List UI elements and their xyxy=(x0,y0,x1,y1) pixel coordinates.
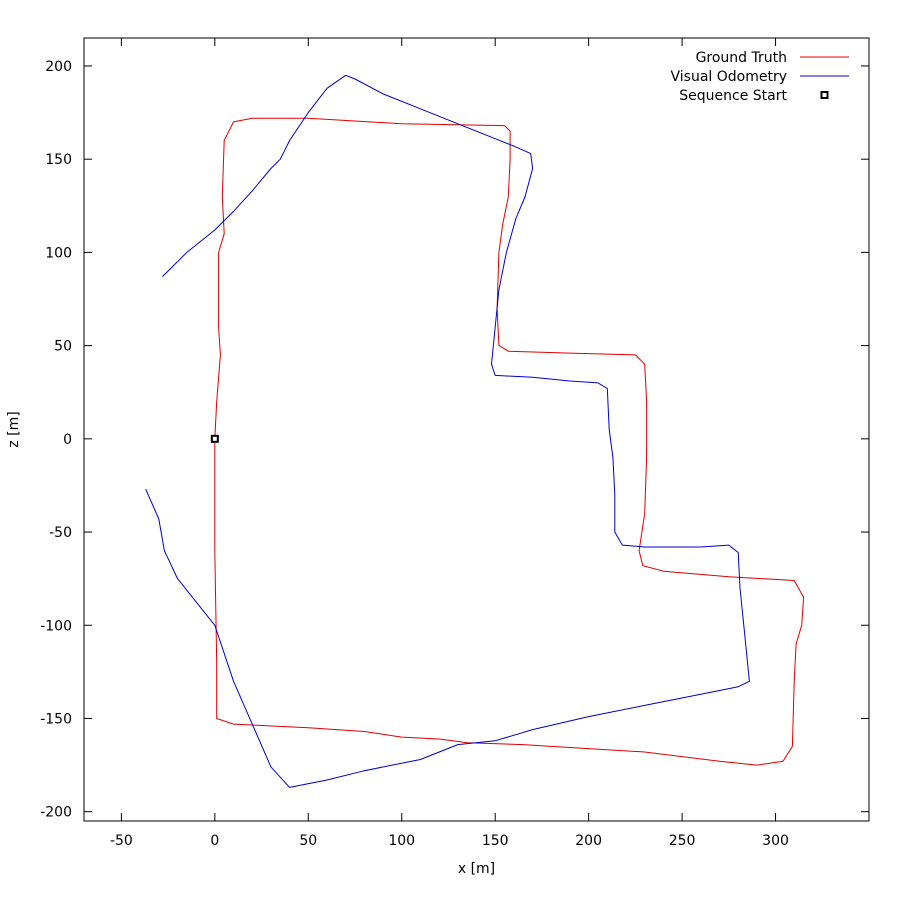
legend-label-ground-truth: Ground Truth xyxy=(696,50,787,66)
y-tick-label: -100 xyxy=(40,618,72,634)
plot-frame xyxy=(83,37,870,822)
x-tick-label: 150 xyxy=(482,833,509,849)
axis-ticks xyxy=(84,38,869,821)
ground-truth-line xyxy=(214,117,805,766)
x-tick-label: 0 xyxy=(210,833,219,849)
x-axis-label: x [m] xyxy=(458,861,495,877)
x-tick-label: -50 xyxy=(110,833,133,849)
y-tick-label: 200 xyxy=(45,59,72,75)
legend-label-visual-odometry: Visual Odometry xyxy=(671,69,788,85)
series-layer xyxy=(145,74,805,788)
x-tick-label: 200 xyxy=(575,833,602,849)
y-tick-label: 150 xyxy=(45,152,72,168)
legend: Ground Truth Visual Odometry Sequence St… xyxy=(671,50,849,104)
x-tick-label: 50 xyxy=(299,833,317,849)
x-tick-label: 250 xyxy=(669,833,696,849)
y-tick-label: -150 xyxy=(40,711,72,727)
y-tick-label: -200 xyxy=(40,805,72,821)
y-tick-label: 0 xyxy=(63,432,72,448)
y-axis-label: z [m] xyxy=(6,411,22,447)
visual-odometry-line xyxy=(145,74,750,788)
legend-swatch-sequence-start xyxy=(820,91,829,99)
y-tick-label: -50 xyxy=(49,525,72,541)
x-tick-label: 300 xyxy=(762,833,789,849)
x-tick-label: 100 xyxy=(388,833,415,849)
legend-label-sequence-start: Sequence Start xyxy=(679,88,787,104)
y-tick-label: 50 xyxy=(54,339,72,355)
sequence-start-marker xyxy=(210,434,219,443)
axis-tick-labels: -50 0 50 100 150 200 250 300 -200 -150 -100 -50 0 50 1… xyxy=(40,59,789,849)
y-tick-label: 100 xyxy=(45,245,72,261)
